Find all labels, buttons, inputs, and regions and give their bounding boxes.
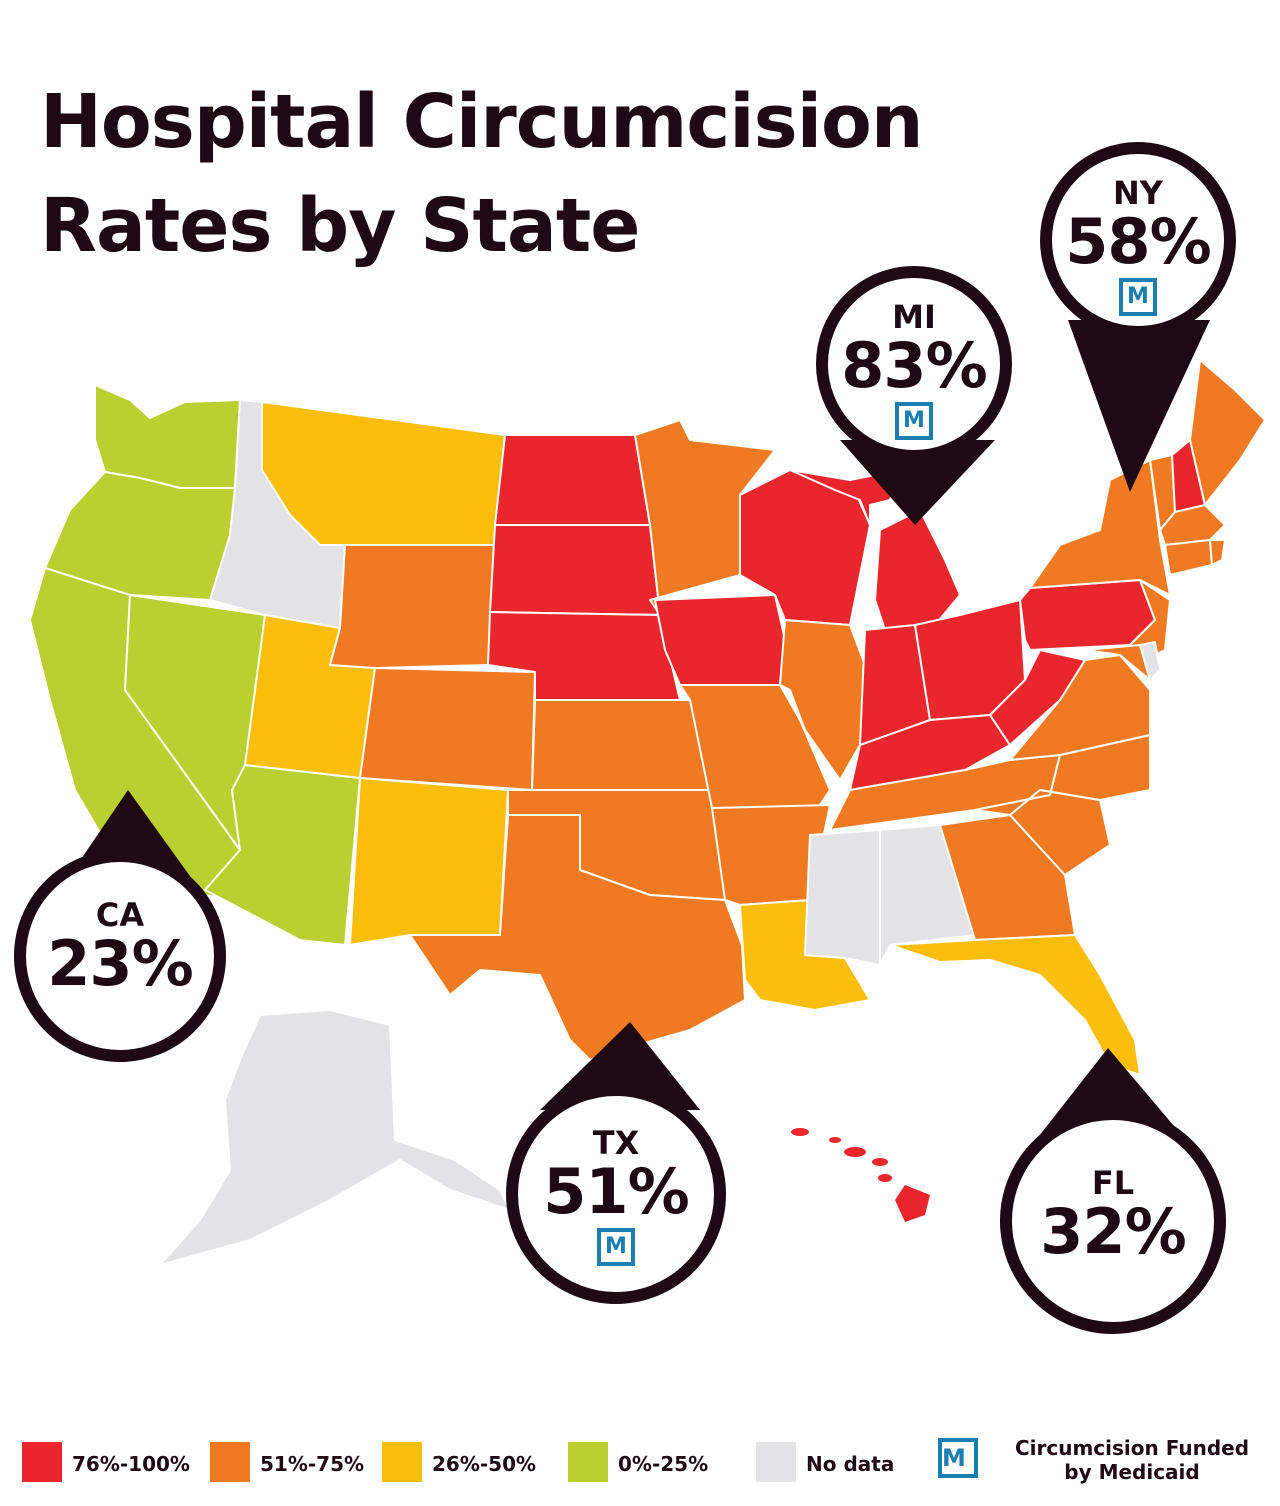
state-me	[1189, 359, 1266, 506]
callout-fl-rate: 32%	[1040, 1195, 1186, 1268]
state-ri	[1209, 539, 1226, 566]
state-fl	[889, 934, 1141, 1076]
state-ks	[531, 699, 713, 791]
state-ny	[1029, 459, 1171, 596]
legend-label: 0%-25%	[618, 1452, 709, 1476]
map-title: Hospital Circumcision Rates by State	[40, 70, 924, 278]
state-ak	[159, 1009, 511, 1266]
state-co	[359, 667, 536, 791]
state-wa	[94, 384, 241, 489]
state-mi-lower	[874, 509, 961, 631]
state-il	[779, 619, 866, 781]
legend-medicaid-line-2: by Medicaid	[1064, 1460, 1200, 1484]
callout-ca-rate: 23%	[47, 927, 193, 1000]
callout-ny-state: NY	[1113, 174, 1163, 212]
legend-label: 26%-50%	[432, 1452, 537, 1476]
legend-medicaid-line-1: Circumcision Funded	[1014, 1436, 1250, 1460]
pin-tail-mi	[840, 440, 995, 525]
callout-tx: TX 51% M	[506, 1084, 726, 1304]
medicaid-badge-icon: M	[597, 1228, 635, 1266]
callout-fl: FL 32%	[1000, 1108, 1226, 1334]
map-title-line-2: Rates by State	[40, 183, 640, 269]
callout-fl-state: FL	[1091, 1164, 1135, 1202]
callout-tx-rate: 51%	[543, 1155, 689, 1228]
pin-tail-ny	[1068, 320, 1210, 492]
medicaid-badge-icon: M	[895, 402, 933, 440]
state-nc	[974, 734, 1151, 816]
state-nd	[494, 434, 651, 526]
state-ga	[939, 814, 1076, 941]
state-wv	[989, 649, 1086, 746]
legend-swatch	[22, 1442, 62, 1482]
legend-swatch	[756, 1442, 796, 1482]
state-hi	[791, 1128, 930, 1222]
medicaid-badge-icon: M	[938, 1438, 978, 1478]
legend-swatch	[568, 1442, 608, 1482]
callout-ca: CA 23%	[14, 850, 226, 1062]
callout-ny: NY 58% M	[1040, 142, 1236, 338]
callout-ca-state: CA	[95, 896, 145, 934]
callout-mi-rate: 83%	[841, 329, 987, 402]
map-title-line-1: Hospital Circumcision	[40, 79, 924, 165]
callout-ny-rate: 58%	[1065, 205, 1211, 278]
legend-label: No data	[806, 1452, 895, 1476]
state-al	[879, 824, 976, 966]
state-mt	[261, 401, 506, 546]
state-ia	[654, 594, 786, 686]
pin-tail-tx	[540, 1022, 700, 1110]
legend-swatch	[382, 1442, 422, 1482]
state-wy	[329, 544, 496, 669]
legend-label: 76%-100%	[72, 1452, 190, 1476]
state-ms	[804, 829, 881, 966]
callout-mi-state: MI	[892, 298, 936, 336]
medicaid-badge-icon: M	[1119, 278, 1157, 316]
state-ct	[1164, 539, 1213, 576]
callout-mi: MI 83% M	[816, 266, 1012, 462]
callout-tx-state: TX	[592, 1124, 640, 1162]
state-sd	[489, 524, 661, 616]
legend-label: 51%-75%	[260, 1452, 365, 1476]
state-mo	[679, 684, 831, 809]
legend-medicaid-label: Circumcision Funded by Medicaid	[1002, 1436, 1262, 1484]
legend-item-medicaid: M Circumcision Funded by Medicaid	[938, 1436, 1249, 1484]
state-de	[1139, 641, 1161, 681]
map-legend: 76%-100% 51%-75% 26%-50% 0%-25% No data …	[18, 1436, 1268, 1492]
state-nm	[349, 777, 509, 946]
legend-swatch	[210, 1442, 250, 1482]
